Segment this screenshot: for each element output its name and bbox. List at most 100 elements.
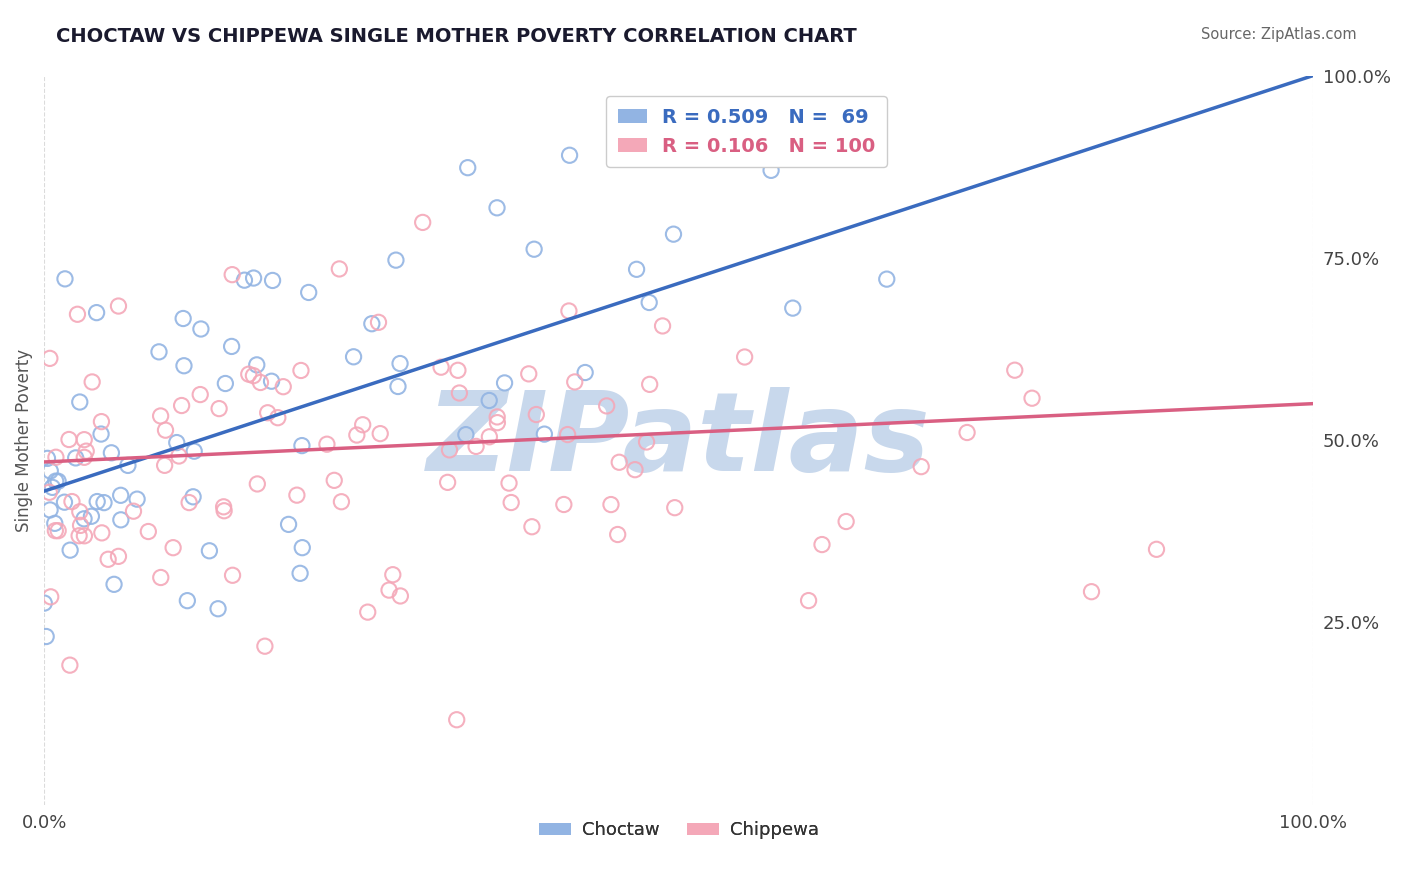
Point	[835, 515, 858, 529]
Point	[110, 513, 132, 527]
Point	[170, 399, 193, 413]
Point	[852, 139, 875, 153]
Point	[246, 477, 269, 491]
Point	[330, 494, 353, 508]
Legend: Choctaw, Chippewa: Choctaw, Chippewa	[531, 814, 827, 847]
Point	[553, 498, 575, 512]
Point	[73, 529, 96, 543]
Point	[357, 605, 380, 619]
Point	[636, 434, 658, 449]
Point	[465, 439, 488, 453]
Point	[173, 359, 195, 373]
Point	[172, 311, 194, 326]
Point	[179, 495, 201, 509]
Point	[811, 537, 834, 551]
Point	[149, 409, 172, 423]
Point	[446, 713, 468, 727]
Point	[596, 399, 619, 413]
Point	[486, 409, 509, 424]
Point	[90, 525, 112, 540]
Point	[246, 358, 269, 372]
Point	[662, 227, 685, 242]
Point	[385, 253, 408, 268]
Point	[346, 428, 368, 442]
Point	[485, 201, 508, 215]
Point	[46, 524, 69, 538]
Point	[449, 386, 471, 401]
Point	[198, 543, 221, 558]
Point	[97, 552, 120, 566]
Point	[626, 262, 648, 277]
Point	[66, 307, 89, 321]
Point	[188, 387, 211, 401]
Point	[75, 444, 97, 458]
Point	[183, 444, 205, 458]
Point	[291, 541, 314, 555]
Point	[73, 512, 96, 526]
Point	[457, 161, 479, 175]
Point	[439, 442, 461, 457]
Point	[389, 589, 412, 603]
Point	[93, 495, 115, 509]
Point	[176, 593, 198, 607]
Point	[256, 406, 278, 420]
Point	[486, 416, 509, 430]
Point	[90, 415, 112, 429]
Point	[155, 423, 177, 437]
Point	[233, 273, 256, 287]
Point	[32, 596, 55, 610]
Point	[454, 427, 477, 442]
Text: CHOCTAW VS CHIPPEWA SINGLE MOTHER POVERTY CORRELATION CHART: CHOCTAW VS CHIPPEWA SINGLE MOTHER POVERT…	[56, 27, 858, 45]
Point	[378, 583, 401, 598]
Point	[45, 474, 67, 488]
Point	[90, 427, 112, 442]
Point	[45, 450, 67, 465]
Point	[221, 268, 243, 282]
Point	[734, 350, 756, 364]
Point	[1146, 542, 1168, 557]
Point	[190, 322, 212, 336]
Point	[638, 377, 661, 392]
Point	[523, 242, 546, 256]
Point	[38, 351, 60, 366]
Point	[107, 549, 129, 564]
Point	[221, 339, 243, 353]
Point	[69, 518, 91, 533]
Point	[35, 630, 58, 644]
Point	[122, 504, 145, 518]
Point	[59, 543, 82, 558]
Point	[212, 500, 235, 514]
Point	[797, 593, 820, 607]
Point	[557, 427, 579, 442]
Point	[44, 516, 66, 531]
Point	[533, 427, 555, 442]
Point	[44, 524, 66, 538]
Point	[221, 568, 243, 582]
Point	[238, 367, 260, 381]
Point	[638, 295, 661, 310]
Point	[69, 505, 91, 519]
Point	[478, 430, 501, 444]
Point	[381, 567, 404, 582]
Point	[100, 446, 122, 460]
Point	[181, 490, 204, 504]
Point	[242, 368, 264, 383]
Point	[430, 360, 453, 375]
Point	[271, 380, 294, 394]
Y-axis label: Single Mother Poverty: Single Mother Poverty	[15, 349, 32, 532]
Point	[564, 375, 586, 389]
Text: Source: ZipAtlas.com: Source: ZipAtlas.com	[1201, 27, 1357, 42]
Point	[277, 517, 299, 532]
Point	[117, 458, 139, 473]
Point	[876, 272, 898, 286]
Point	[606, 527, 628, 541]
Point	[387, 379, 409, 393]
Point	[267, 410, 290, 425]
Point	[73, 433, 96, 447]
Point	[107, 299, 129, 313]
Point	[38, 485, 60, 500]
Point	[59, 658, 82, 673]
Point	[501, 495, 523, 509]
Point	[82, 375, 104, 389]
Point	[69, 395, 91, 409]
